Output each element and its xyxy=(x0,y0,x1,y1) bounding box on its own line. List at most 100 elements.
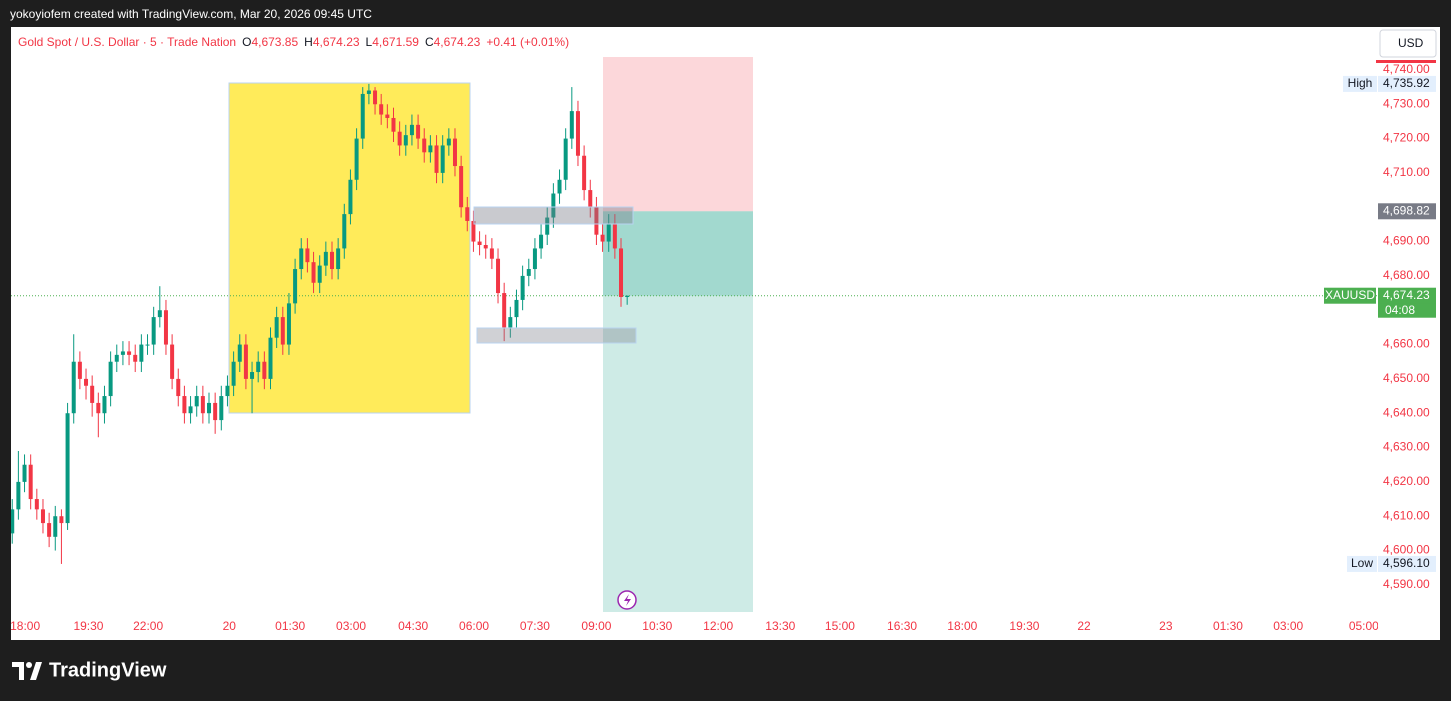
candle-body xyxy=(71,361,76,414)
candle-body xyxy=(96,402,101,414)
candle-body xyxy=(102,396,107,414)
alert-bolt xyxy=(624,594,631,606)
target-zone xyxy=(603,211,753,612)
candle-body xyxy=(582,155,587,191)
candle-body xyxy=(28,464,33,500)
x-tick-label: 01:30 xyxy=(275,619,305,633)
candle-body xyxy=(489,248,494,259)
candle-body xyxy=(416,124,421,139)
candle-body xyxy=(90,385,95,403)
y-tick-label: 4,720.00 xyxy=(1383,131,1430,145)
last-label: 4,674.23 xyxy=(1383,288,1430,302)
candle-body xyxy=(34,499,39,510)
high-name: High xyxy=(1348,76,1373,90)
candle-body xyxy=(440,145,445,173)
candle-body xyxy=(526,269,531,276)
candle-body xyxy=(477,241,482,246)
candle-body xyxy=(459,166,464,208)
candle-body xyxy=(403,135,408,146)
candle-body xyxy=(545,217,550,235)
x-tick-label: 09:00 xyxy=(581,619,611,633)
candle-body xyxy=(594,207,599,235)
low-name-box xyxy=(1347,555,1377,572)
entry-box xyxy=(1378,203,1436,220)
candle-body xyxy=(47,523,52,537)
y-tick-label: 4,590.00 xyxy=(1383,577,1430,591)
candle-body xyxy=(379,104,384,115)
y-tick-label: 4,650.00 xyxy=(1383,371,1430,385)
y-tick-label: 4,610.00 xyxy=(1383,508,1430,522)
last-box xyxy=(1378,287,1436,304)
candle-body xyxy=(40,509,45,524)
candle-body xyxy=(606,224,611,242)
x-tick-label: 04:30 xyxy=(398,619,428,633)
x-tick-label: 06:00 xyxy=(459,619,489,633)
candle-body xyxy=(557,179,562,194)
candle-body xyxy=(391,117,396,132)
candle-body xyxy=(539,234,544,249)
x-tick-label: 12:00 xyxy=(703,619,733,633)
y-tick-label: 4,740.00 xyxy=(1383,62,1430,76)
candle-body xyxy=(145,344,150,346)
caption: yokoyiofem created with TradingView.com,… xyxy=(10,7,372,21)
candle-body xyxy=(385,114,390,118)
candle-body xyxy=(409,124,414,136)
candle-body xyxy=(16,481,21,510)
candle-body xyxy=(139,344,144,362)
legend: Gold Spot / U.S. Dollar · 5 · Trade Nati… xyxy=(18,35,569,49)
candle-body xyxy=(446,138,451,146)
high-name-box xyxy=(1343,75,1377,92)
ohlc-label: L xyxy=(366,35,373,49)
candle-body xyxy=(588,190,593,208)
candle-body xyxy=(563,138,568,180)
open-pnl-zone xyxy=(603,211,753,296)
candle-body xyxy=(465,207,470,221)
candle-body xyxy=(65,413,70,524)
x-tick-label: 23 xyxy=(1159,619,1173,633)
candle-body xyxy=(502,293,507,328)
zone-box xyxy=(473,206,634,225)
candle-body xyxy=(182,396,187,414)
candle-body xyxy=(237,344,242,362)
candle-body xyxy=(422,138,427,153)
candle-body xyxy=(225,385,230,397)
y-tick-label: 4,730.00 xyxy=(1383,96,1430,110)
candle-body xyxy=(305,248,310,263)
candle-body xyxy=(22,464,27,482)
last-name: XAUUSD xyxy=(1325,288,1375,302)
y-tick-label: 4,600.00 xyxy=(1383,543,1430,557)
candle-body xyxy=(471,220,476,242)
currency-button[interactable] xyxy=(1379,29,1437,58)
x-tick-label: 07:30 xyxy=(520,619,550,633)
logo-dot xyxy=(26,662,32,668)
candle-body xyxy=(151,317,156,345)
countdown: 04:08 xyxy=(1385,303,1415,317)
candle-body xyxy=(354,138,359,180)
low-label: 4,596.10 xyxy=(1383,556,1430,570)
candle-body xyxy=(231,361,236,386)
candle-body xyxy=(207,402,212,414)
ohlc-value: 4,674.23 xyxy=(434,35,481,49)
candle-body xyxy=(329,251,334,270)
zone-box xyxy=(476,327,637,344)
candle-body xyxy=(323,251,328,266)
candle-body xyxy=(366,90,371,94)
candle-body xyxy=(360,93,365,139)
stop-zone xyxy=(603,57,753,212)
ohlc-value: 4,673.85 xyxy=(251,35,298,49)
candle-body xyxy=(219,396,224,421)
candle-body xyxy=(274,317,279,338)
candle-body xyxy=(286,303,291,345)
candle-body xyxy=(336,248,341,270)
logo-mark xyxy=(12,662,24,680)
price-axis: 4,590.00 4,600.00 4,610.00 4,620.00 4,630.00… xyxy=(1324,62,1436,591)
candle-body xyxy=(600,234,605,242)
candle-body xyxy=(188,406,193,414)
candle-body xyxy=(59,516,64,524)
candle-body xyxy=(428,145,433,153)
candle-body xyxy=(317,265,322,283)
candle-body xyxy=(575,111,580,156)
x-tick-label: 22 xyxy=(1077,619,1091,633)
ohlc-label: O xyxy=(242,35,251,49)
logo-mark xyxy=(30,662,42,680)
